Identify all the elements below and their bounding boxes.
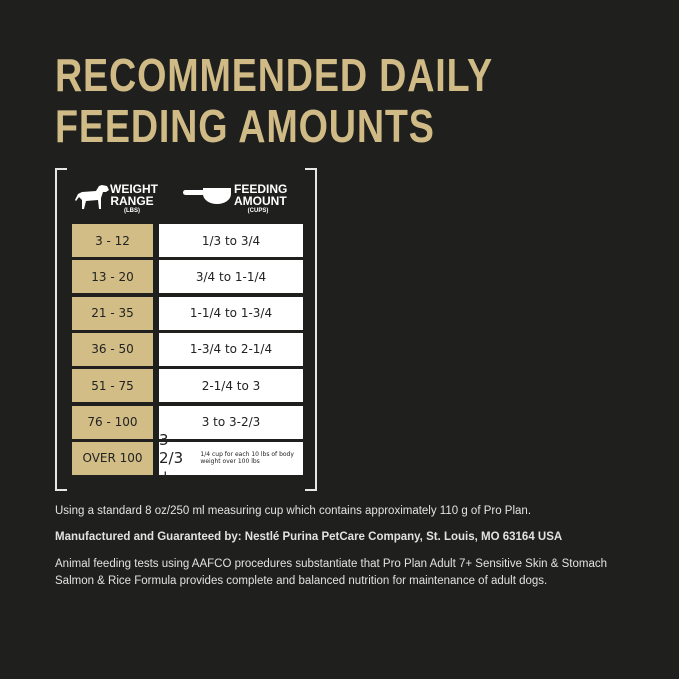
feeding-amount-cell: 1/3 to 3/4 (159, 224, 303, 257)
aafco-statement: Animal feeding tests using AAFCO procedu… (55, 558, 607, 587)
weight-range-cell: OVER 100 (72, 441, 153, 475)
right-bracket (305, 168, 317, 491)
table-row: 3 - 12 1/3 to 3/4 (72, 224, 303, 257)
weight-range-cell: 36 - 50 (72, 332, 153, 366)
weight-range-cell: 51 - 75 (72, 369, 153, 403)
weight-range-cell: 3 - 12 (72, 224, 153, 257)
amount-note: 1/4 cup for each 10 lbs of body weight o… (200, 451, 294, 466)
table-row: 21 - 35 1-1/4 to 1-3/4 (72, 296, 303, 330)
feeding-amount-cell: 2-1/4 to 3 (159, 369, 303, 403)
weight-range-cell: 13 - 20 (72, 260, 153, 294)
measure-note: Using a standard 8 oz/250 ml measuring c… (55, 505, 532, 517)
dog-icon (75, 185, 109, 209)
weight-range-cell: 76 - 100 (72, 405, 153, 439)
table-row: 76 - 100 3 to 3-2/3 (72, 405, 303, 439)
manufacturer-note: Manufactured and Guaranteed by: Nestlé P… (55, 531, 563, 543)
page-title: RECOMMENDED DAILY FEEDING AMOUNTS (55, 50, 493, 152)
weight-range-header: WEIGHT RANGE (LBS) (110, 182, 158, 214)
table-row: OVER 100 3-2/3 +1/4 cup for each 10 lbs o… (72, 431, 303, 485)
feeding-amount-cell: 3/4 to 1-1/4 (159, 260, 303, 294)
weight-range-cell: 21 - 35 (72, 296, 153, 330)
title-line-2: FEEDING AMOUNTS (55, 100, 435, 152)
feeding-amount-cell: 3-2/3 +1/4 cup for each 10 lbs of body w… (159, 431, 303, 485)
measuring-cup-icon (183, 188, 231, 204)
table-row: 13 - 20 3/4 to 1-1/4 (72, 260, 303, 294)
title-line-1: RECOMMENDED DAILY (55, 49, 493, 101)
feeding-amount-cell: 3 to 3-2/3 (159, 405, 303, 439)
table-row: 51 - 75 2-1/4 to 3 (72, 369, 303, 403)
table-row: 36 - 50 1-3/4 to 2-1/4 (72, 332, 303, 366)
left-bracket (55, 168, 67, 491)
feeding-amount-cell: 1-3/4 to 2-1/4 (159, 332, 303, 366)
feeding-amount-header: FEEDING AMOUNT (CUPS) (234, 182, 288, 214)
feeding-amount-cell: 1-1/4 to 1-3/4 (159, 296, 303, 330)
